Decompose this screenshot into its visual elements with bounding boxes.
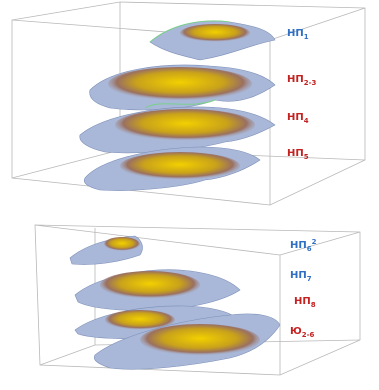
surfaces-upper (80, 21, 275, 191)
layer-label: НП8 (294, 296, 316, 309)
label-sub: 8 (311, 301, 316, 309)
label-base: НП (290, 270, 307, 281)
label-sub: 2-6 (302, 331, 315, 339)
layer-label: НП4 (287, 112, 309, 125)
figure: НП1НП2-3НП4НП5НП62НП7НП8Ю2-6 (0, 0, 379, 390)
label-sub: 5 (304, 153, 309, 161)
label-base: НП (294, 296, 311, 307)
label-base: Ю (290, 326, 302, 337)
label-sub: 1 (304, 33, 309, 41)
layer-label: Ю2-6 (290, 326, 315, 339)
layer-label: НП1 (287, 28, 309, 41)
layer-label: НП7 (290, 270, 312, 283)
label-sup: 2 (312, 238, 317, 246)
label-sub: 7 (307, 275, 312, 283)
layer-label: НП62 (290, 238, 317, 253)
label-sub: 6 (307, 245, 312, 253)
label-base: НП (290, 240, 307, 251)
label-base: НП (287, 148, 304, 159)
surfaces-lower (70, 236, 280, 369)
label-base: НП (287, 28, 304, 39)
label-sub: 4 (304, 117, 309, 125)
layer-label: НП5 (287, 148, 309, 161)
label-base: НП (287, 112, 304, 123)
label-sub: 2-3 (304, 79, 317, 87)
label-base: НП (287, 74, 304, 85)
layer-label: НП2-3 (287, 74, 317, 87)
